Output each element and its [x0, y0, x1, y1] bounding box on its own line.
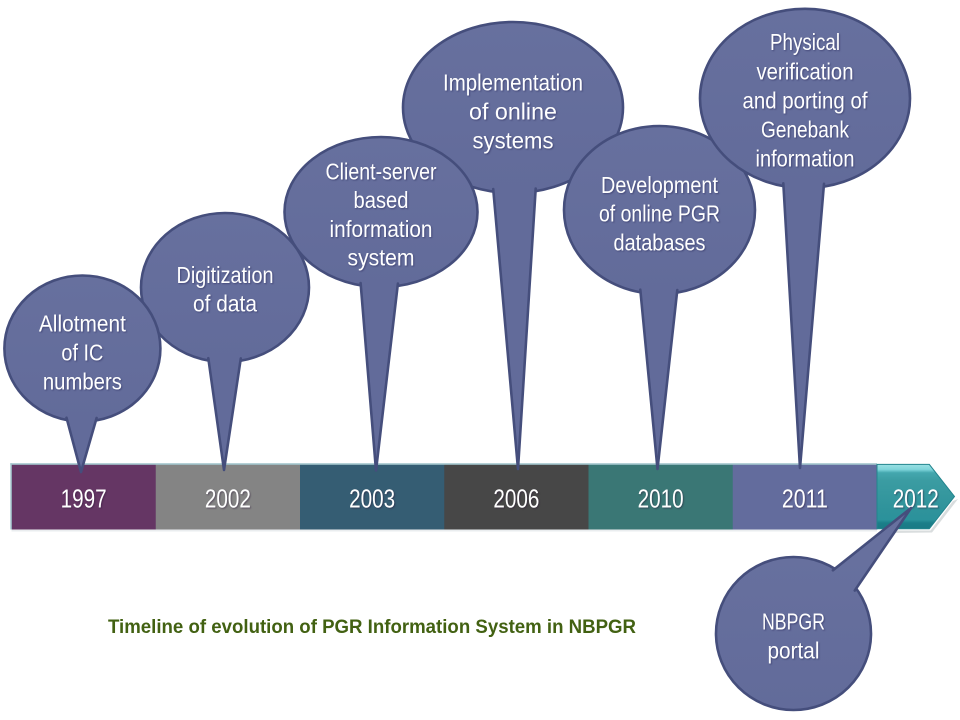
svg-text:Genebank: Genebank — [761, 117, 849, 143]
svg-text:information: information — [330, 216, 433, 242]
svg-text:2006: 2006 — [493, 484, 539, 514]
svg-text:databases: databases — [614, 230, 706, 256]
svg-text:numbers: numbers — [43, 369, 122, 395]
svg-text:portal: portal — [768, 638, 820, 664]
svg-text:Digitization: Digitization — [177, 262, 274, 288]
svg-text:of IC: of IC — [61, 340, 103, 366]
svg-text:system: system — [348, 245, 415, 271]
svg-text:Development: Development — [601, 172, 719, 198]
svg-text:2012: 2012 — [893, 484, 939, 514]
svg-text:Allotment: Allotment — [39, 311, 127, 337]
svg-text:verification: verification — [757, 59, 854, 85]
svg-text:Client-server: Client-server — [326, 159, 437, 185]
svg-text:of online PGR: of online PGR — [599, 201, 720, 227]
svg-text:Timeline of evolution of PGR I: Timeline of evolution of PGR Information… — [108, 616, 636, 638]
svg-text:Implementation: Implementation — [443, 70, 583, 96]
svg-text:systems: systems — [473, 128, 554, 154]
svg-text:2003: 2003 — [349, 484, 395, 514]
svg-text:of online: of online — [469, 99, 557, 125]
svg-text:2010: 2010 — [638, 484, 684, 514]
svg-text:and porting of: and porting of — [743, 88, 869, 114]
svg-text:2011: 2011 — [782, 484, 828, 514]
svg-text:based: based — [354, 187, 409, 213]
svg-text:2002: 2002 — [205, 484, 251, 514]
svg-text:information: information — [756, 146, 855, 172]
svg-text:NBPGR: NBPGR — [762, 609, 825, 635]
svg-text:Physical: Physical — [770, 29, 840, 55]
svg-text:of data: of data — [193, 291, 257, 317]
svg-text:1997: 1997 — [61, 484, 107, 514]
